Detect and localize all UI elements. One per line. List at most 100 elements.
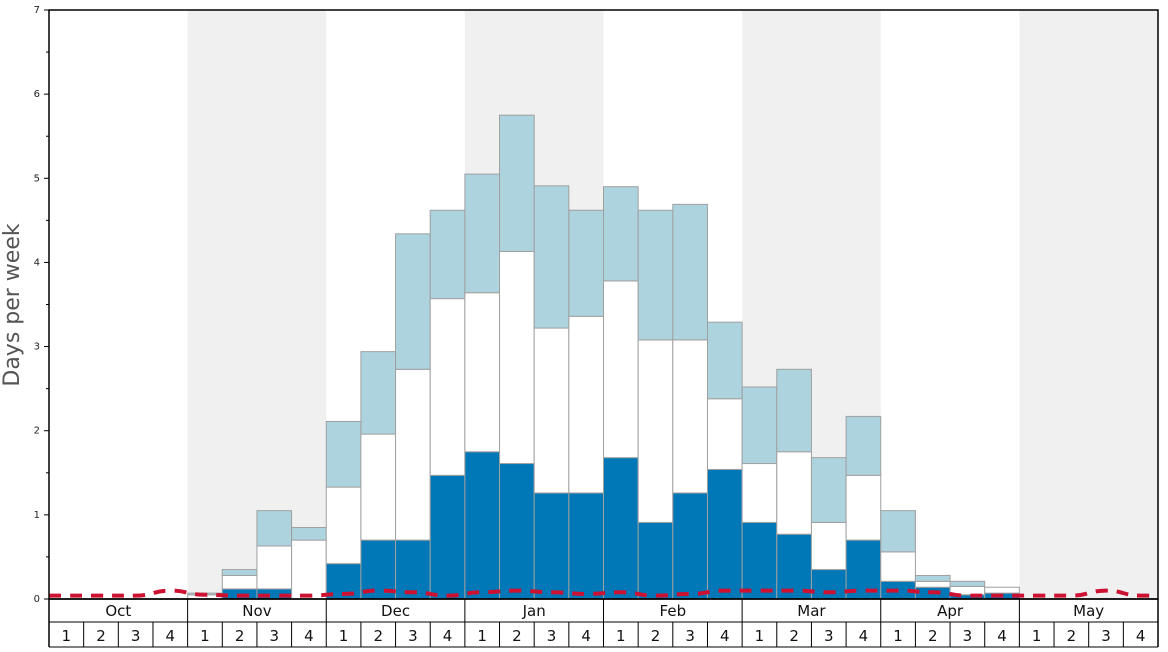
bar-segment — [395, 539, 431, 600]
bar-segment — [810, 457, 847, 523]
week-label: 4 — [166, 627, 176, 645]
week-label: 3 — [824, 627, 834, 645]
bar-segment — [568, 209, 604, 317]
week-label: 1 — [755, 627, 765, 645]
bar-segment — [810, 569, 847, 600]
y-tick-label: 5 — [34, 173, 40, 184]
bar-segment — [395, 368, 431, 541]
bar-segment — [429, 209, 466, 300]
week-label: 1 — [62, 627, 72, 645]
month-label: Jan — [522, 602, 546, 620]
month-label: Dec — [381, 602, 410, 620]
week-label: 1 — [1032, 627, 1042, 645]
bar-segment — [845, 474, 882, 541]
week-label: 3 — [1101, 627, 1111, 645]
bar-segment — [221, 569, 258, 576]
bar-segment — [949, 580, 986, 587]
week-label: 3 — [131, 627, 141, 645]
week-label: 2 — [651, 627, 661, 645]
week-label: 2 — [373, 627, 383, 645]
bar-segment — [603, 457, 639, 600]
bar-segment — [568, 492, 604, 600]
bar-segment — [880, 510, 916, 553]
week-label: 4 — [1136, 627, 1146, 645]
bar-segment — [360, 433, 397, 541]
week-label: 2 — [512, 627, 522, 645]
bar-segment — [256, 545, 293, 590]
bar-segment — [360, 351, 397, 435]
bar-segment — [984, 586, 1020, 594]
week-label: 3 — [547, 627, 557, 645]
week-label: 3 — [963, 627, 973, 645]
bar-segment — [256, 510, 293, 547]
bar-segment — [499, 114, 535, 252]
y-axis-label: Days per week — [0, 223, 25, 386]
bar-segment — [429, 298, 466, 476]
week-label: 4 — [997, 627, 1007, 645]
bar-segment — [603, 186, 639, 282]
week-label: 3 — [408, 627, 418, 645]
bar-segment — [291, 526, 327, 541]
week-label: 1 — [339, 627, 349, 645]
week-label: 2 — [96, 627, 106, 645]
week-label: 2 — [928, 627, 938, 645]
bar-segment — [325, 486, 362, 565]
bar-segment — [880, 551, 916, 582]
bar-segment — [533, 492, 570, 600]
week-label: 3 — [685, 627, 695, 645]
bar-segment — [706, 398, 743, 470]
bar-segment — [499, 463, 535, 600]
bar-segment — [776, 451, 812, 535]
bar-segment — [672, 492, 708, 600]
y-tick-label: 1 — [34, 510, 40, 521]
y-tick-label: 4 — [34, 257, 40, 268]
month-band — [187, 10, 327, 599]
bar-segment — [741, 521, 778, 600]
bar-segment — [706, 321, 743, 400]
week-label: 4 — [581, 627, 591, 645]
week-label: 4 — [720, 627, 730, 645]
month-label: Nov — [242, 602, 271, 620]
bar-segment — [845, 415, 882, 476]
week-label: 3 — [269, 627, 279, 645]
bar-segment — [741, 463, 778, 523]
month-label: May — [1073, 602, 1104, 620]
month-label: Feb — [660, 602, 687, 620]
bar-segment — [672, 339, 708, 494]
bar-segment — [568, 315, 604, 494]
week-label: 1 — [200, 627, 210, 645]
bar-segment — [291, 539, 327, 600]
bar-segment — [810, 521, 847, 571]
week-label: 1 — [893, 627, 903, 645]
average-dashed-line — [49, 588, 1158, 598]
bar-segment — [776, 533, 812, 600]
y-tick-label: 2 — [34, 426, 40, 437]
week-label: 4 — [859, 627, 869, 645]
bar-segment — [672, 203, 708, 341]
month-label: Mar — [797, 602, 826, 620]
bar-segment — [776, 368, 812, 453]
bar-segment — [464, 292, 501, 453]
bar-segment — [637, 339, 674, 523]
y-tick-label: 7 — [34, 5, 40, 16]
bar-segment — [395, 233, 431, 370]
bar-segment — [741, 386, 778, 465]
week-label: 4 — [443, 627, 453, 645]
bar-segment — [533, 327, 570, 494]
bar-segment — [464, 451, 501, 600]
month-label: Apr — [937, 602, 964, 620]
week-label: 1 — [616, 627, 626, 645]
bar-segment — [325, 420, 362, 488]
month-label: Oct — [105, 602, 131, 620]
month-band — [1019, 10, 1158, 599]
bar-segment — [914, 580, 951, 588]
bar-segment — [637, 209, 674, 341]
week-label: 2 — [1067, 627, 1077, 645]
bar-segment — [221, 574, 258, 590]
week-label: 2 — [235, 627, 245, 645]
bar-segment — [429, 474, 466, 600]
bar-segment — [637, 521, 674, 600]
y-tick-label: 6 — [34, 89, 40, 100]
